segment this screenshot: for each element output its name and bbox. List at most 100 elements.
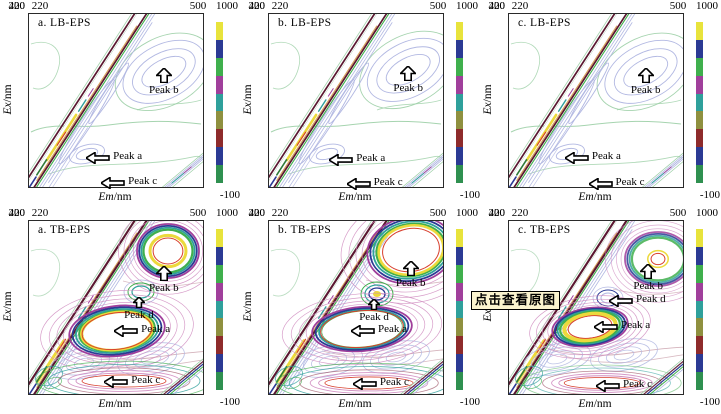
x-axis-label: Em/nm [28, 191, 202, 203]
peak-label: Peak c [131, 374, 161, 387]
colorbar-segment [456, 39, 463, 58]
colorbar [216, 229, 223, 391]
peak-label: Peak d [636, 292, 666, 305]
y-axis-label: Ex/nm [2, 13, 14, 186]
colorbar-min-label: -100 [459, 396, 480, 408]
colorbar-segment [696, 147, 703, 166]
x-tick-max: 500 [669, 0, 687, 12]
colorbar-segment [696, 57, 703, 76]
x-label-var: Em [578, 191, 594, 203]
x-label-var: Em [338, 398, 354, 410]
y-tick-min: 220 [8, 0, 26, 12]
peak-label: Peak b [393, 81, 423, 94]
colorbar-segment [696, 372, 703, 391]
colorbar-segment [456, 147, 463, 166]
colorbar-min-label: -100 [219, 189, 240, 201]
colorbar-segment [456, 372, 463, 391]
x-tick-max: 500 [669, 207, 687, 219]
x-label-unit: /nm [593, 191, 612, 203]
x-axis-label: Em/nm [508, 398, 682, 410]
colorbar [696, 229, 703, 391]
panel-title: b. LB-EPS [278, 17, 332, 29]
plot-area: b. TB-EPS Peak b Peak d Peak a Peak c [268, 220, 444, 395]
x-tick-min: 220 [271, 207, 289, 219]
plot-area: a. TB-EPS Peak b Peak d Peak a Peak c [28, 220, 204, 395]
y-label-var: Ex [482, 309, 494, 322]
colorbar-segment [696, 318, 703, 337]
x-axis-label: Em/nm [28, 398, 202, 410]
colorbar-segment [696, 229, 703, 247]
y-tick-max: 400 [488, 207, 506, 219]
x-label-unit: /nm [353, 398, 372, 410]
colorbar-segment [216, 372, 223, 391]
panel-b-lb: b. LB-EPS Peak b Peak a Peak c 400 220 220 500 E… [240, 0, 480, 207]
y-label-var: Ex [2, 309, 14, 322]
peak-label: Peak b [630, 83, 661, 96]
colorbar-segment [216, 300, 223, 319]
peak-label: Peak c [373, 176, 403, 189]
peak-label: Peak d [124, 308, 154, 321]
colorbar [456, 22, 463, 184]
x-label-unit: /nm [113, 398, 132, 410]
plot-area: b. LB-EPS Peak b Peak a Peak c [268, 13, 444, 191]
colorbar-segment [216, 354, 223, 373]
colorbar-segment [216, 165, 223, 184]
y-tick-max: 400 [488, 0, 506, 12]
colorbar-segment [456, 264, 463, 283]
y-axis-label: Ex/nm [482, 13, 494, 186]
plot-area: c. LB-EPS Peak b Peak a Peak c [508, 13, 684, 191]
y-label-var: Ex [242, 102, 254, 115]
x-label-unit: /nm [113, 191, 132, 203]
colorbar-segment [456, 111, 463, 130]
peak-label: Peak b [149, 83, 179, 96]
colorbar-segment [456, 93, 463, 112]
colorbar-segment [216, 336, 223, 355]
y-label-var: Ex [482, 102, 494, 115]
colorbar-segment [216, 39, 223, 58]
peak-label: Peak b [395, 277, 426, 290]
colorbar-segment [696, 282, 703, 301]
peak-label: Peak a [621, 318, 651, 331]
x-tick-min: 220 [271, 0, 289, 12]
y-tick-max: 400 [248, 207, 266, 219]
colorbar [456, 229, 463, 391]
colorbar [696, 22, 703, 184]
colorbar-segment [456, 165, 463, 184]
x-label-var: Em [98, 398, 114, 410]
colorbar-segment [456, 75, 463, 94]
peak-label: Peak c [379, 376, 409, 389]
y-label-unit: /nm [242, 291, 254, 310]
colorbar-segment [456, 318, 463, 337]
colorbar-segment [216, 111, 223, 130]
colorbar-segment [696, 93, 703, 112]
colorbar-segment [456, 229, 463, 247]
y-label-unit: /nm [242, 84, 254, 103]
colorbar-segment [216, 282, 223, 301]
peak-label: Peak a [378, 322, 408, 335]
colorbar-segment [456, 282, 463, 301]
colorbar-max-label: 1000 [696, 0, 718, 12]
contour-plot [29, 14, 203, 187]
y-label-var: Ex [2, 102, 14, 115]
colorbar-segment [456, 354, 463, 373]
x-label-unit: /nm [593, 398, 612, 410]
x-axis-label: Em/nm [268, 191, 442, 203]
colorbar-segment [216, 229, 223, 247]
peak-label: Peak a [141, 322, 171, 335]
colorbar-segment [216, 75, 223, 94]
x-label-var: Em [338, 191, 354, 203]
panel-c-tb: c. TB-EPS Peak b Peak d Peak a Peak c 400 220 2… [480, 207, 720, 414]
peak-label: Peak b [149, 282, 179, 295]
x-label-var: Em [98, 191, 114, 203]
colorbar-segment [696, 165, 703, 184]
panel-title: a. LB-EPS [38, 17, 91, 29]
panel-a-tb: a. TB-EPS Peak b Peak d Peak a Peak c 400 220 2… [0, 207, 240, 414]
y-axis-label: Ex/nm [2, 220, 14, 393]
colorbar-segment [696, 75, 703, 94]
colorbar-min-label: -100 [459, 189, 480, 201]
y-axis-label: Ex/nm [242, 220, 254, 393]
colorbar-min-label: -100 [699, 189, 720, 201]
view-original-button[interactable]: 点击查看原图 [471, 291, 561, 310]
y-tick-min: 220 [8, 207, 26, 219]
colorbar-segment [696, 354, 703, 373]
